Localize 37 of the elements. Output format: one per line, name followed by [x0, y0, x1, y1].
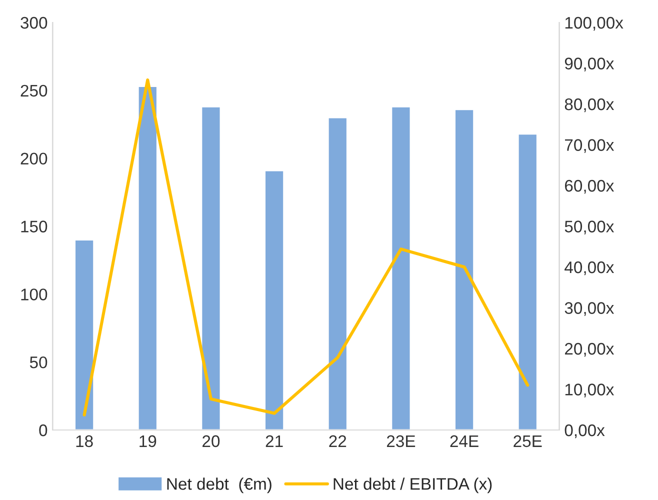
x-tick-label: 25E — [514, 435, 542, 448]
bar — [390, 106, 412, 430]
y2-tick-label: 10,00x — [565, 384, 614, 398]
x-tick-label: 21 — [266, 435, 283, 447]
y2-tick-label: 0,00x — [564, 424, 605, 438]
y-tick-label: 100 — [21, 288, 48, 300]
y2-tick-label: 20,00x — [565, 342, 614, 357]
legend-label: Net debt (€m) — [167, 478, 272, 494]
y-tick-label: 250 — [20, 84, 48, 97]
bar — [264, 170, 284, 430]
x-tick-label: 24E — [450, 435, 478, 447]
y2-tick-label: 30,00x — [564, 302, 614, 316]
bar — [327, 116, 348, 430]
y-tick-label: 50 — [30, 356, 48, 368]
x-tick-label: 20 — [202, 435, 220, 448]
y2-tick-label: 100,00x — [565, 16, 624, 31]
bar — [74, 239, 94, 430]
x-tick-label: 18 — [76, 435, 93, 448]
x-tick-label: 23E — [386, 435, 416, 448]
bar — [517, 133, 538, 430]
bar — [137, 86, 158, 430]
bar — [454, 108, 474, 430]
x-tick-label: 19 — [140, 435, 156, 448]
y-tick-label: 0 — [39, 424, 48, 436]
legend-label: Net debt / EBITDA (x) — [334, 478, 492, 494]
bar — [200, 106, 222, 430]
x-tick-label: 22 — [329, 435, 346, 447]
y-tick-label: 200 — [20, 152, 48, 165]
y2-tick-label: 60,00x — [565, 180, 614, 194]
y2-tick-label: 90,00x — [564, 58, 614, 72]
line-series — [82, 78, 530, 416]
y2-tick-label: 70,00x — [565, 139, 614, 153]
y-tick-label: 150 — [21, 220, 48, 232]
y2-tick-label: 40,00x — [564, 261, 614, 276]
y2-tick-label: 80,00x — [564, 98, 614, 112]
y-tick-label: 300 — [20, 16, 48, 29]
y2-tick-label: 50,00x — [564, 220, 614, 234]
